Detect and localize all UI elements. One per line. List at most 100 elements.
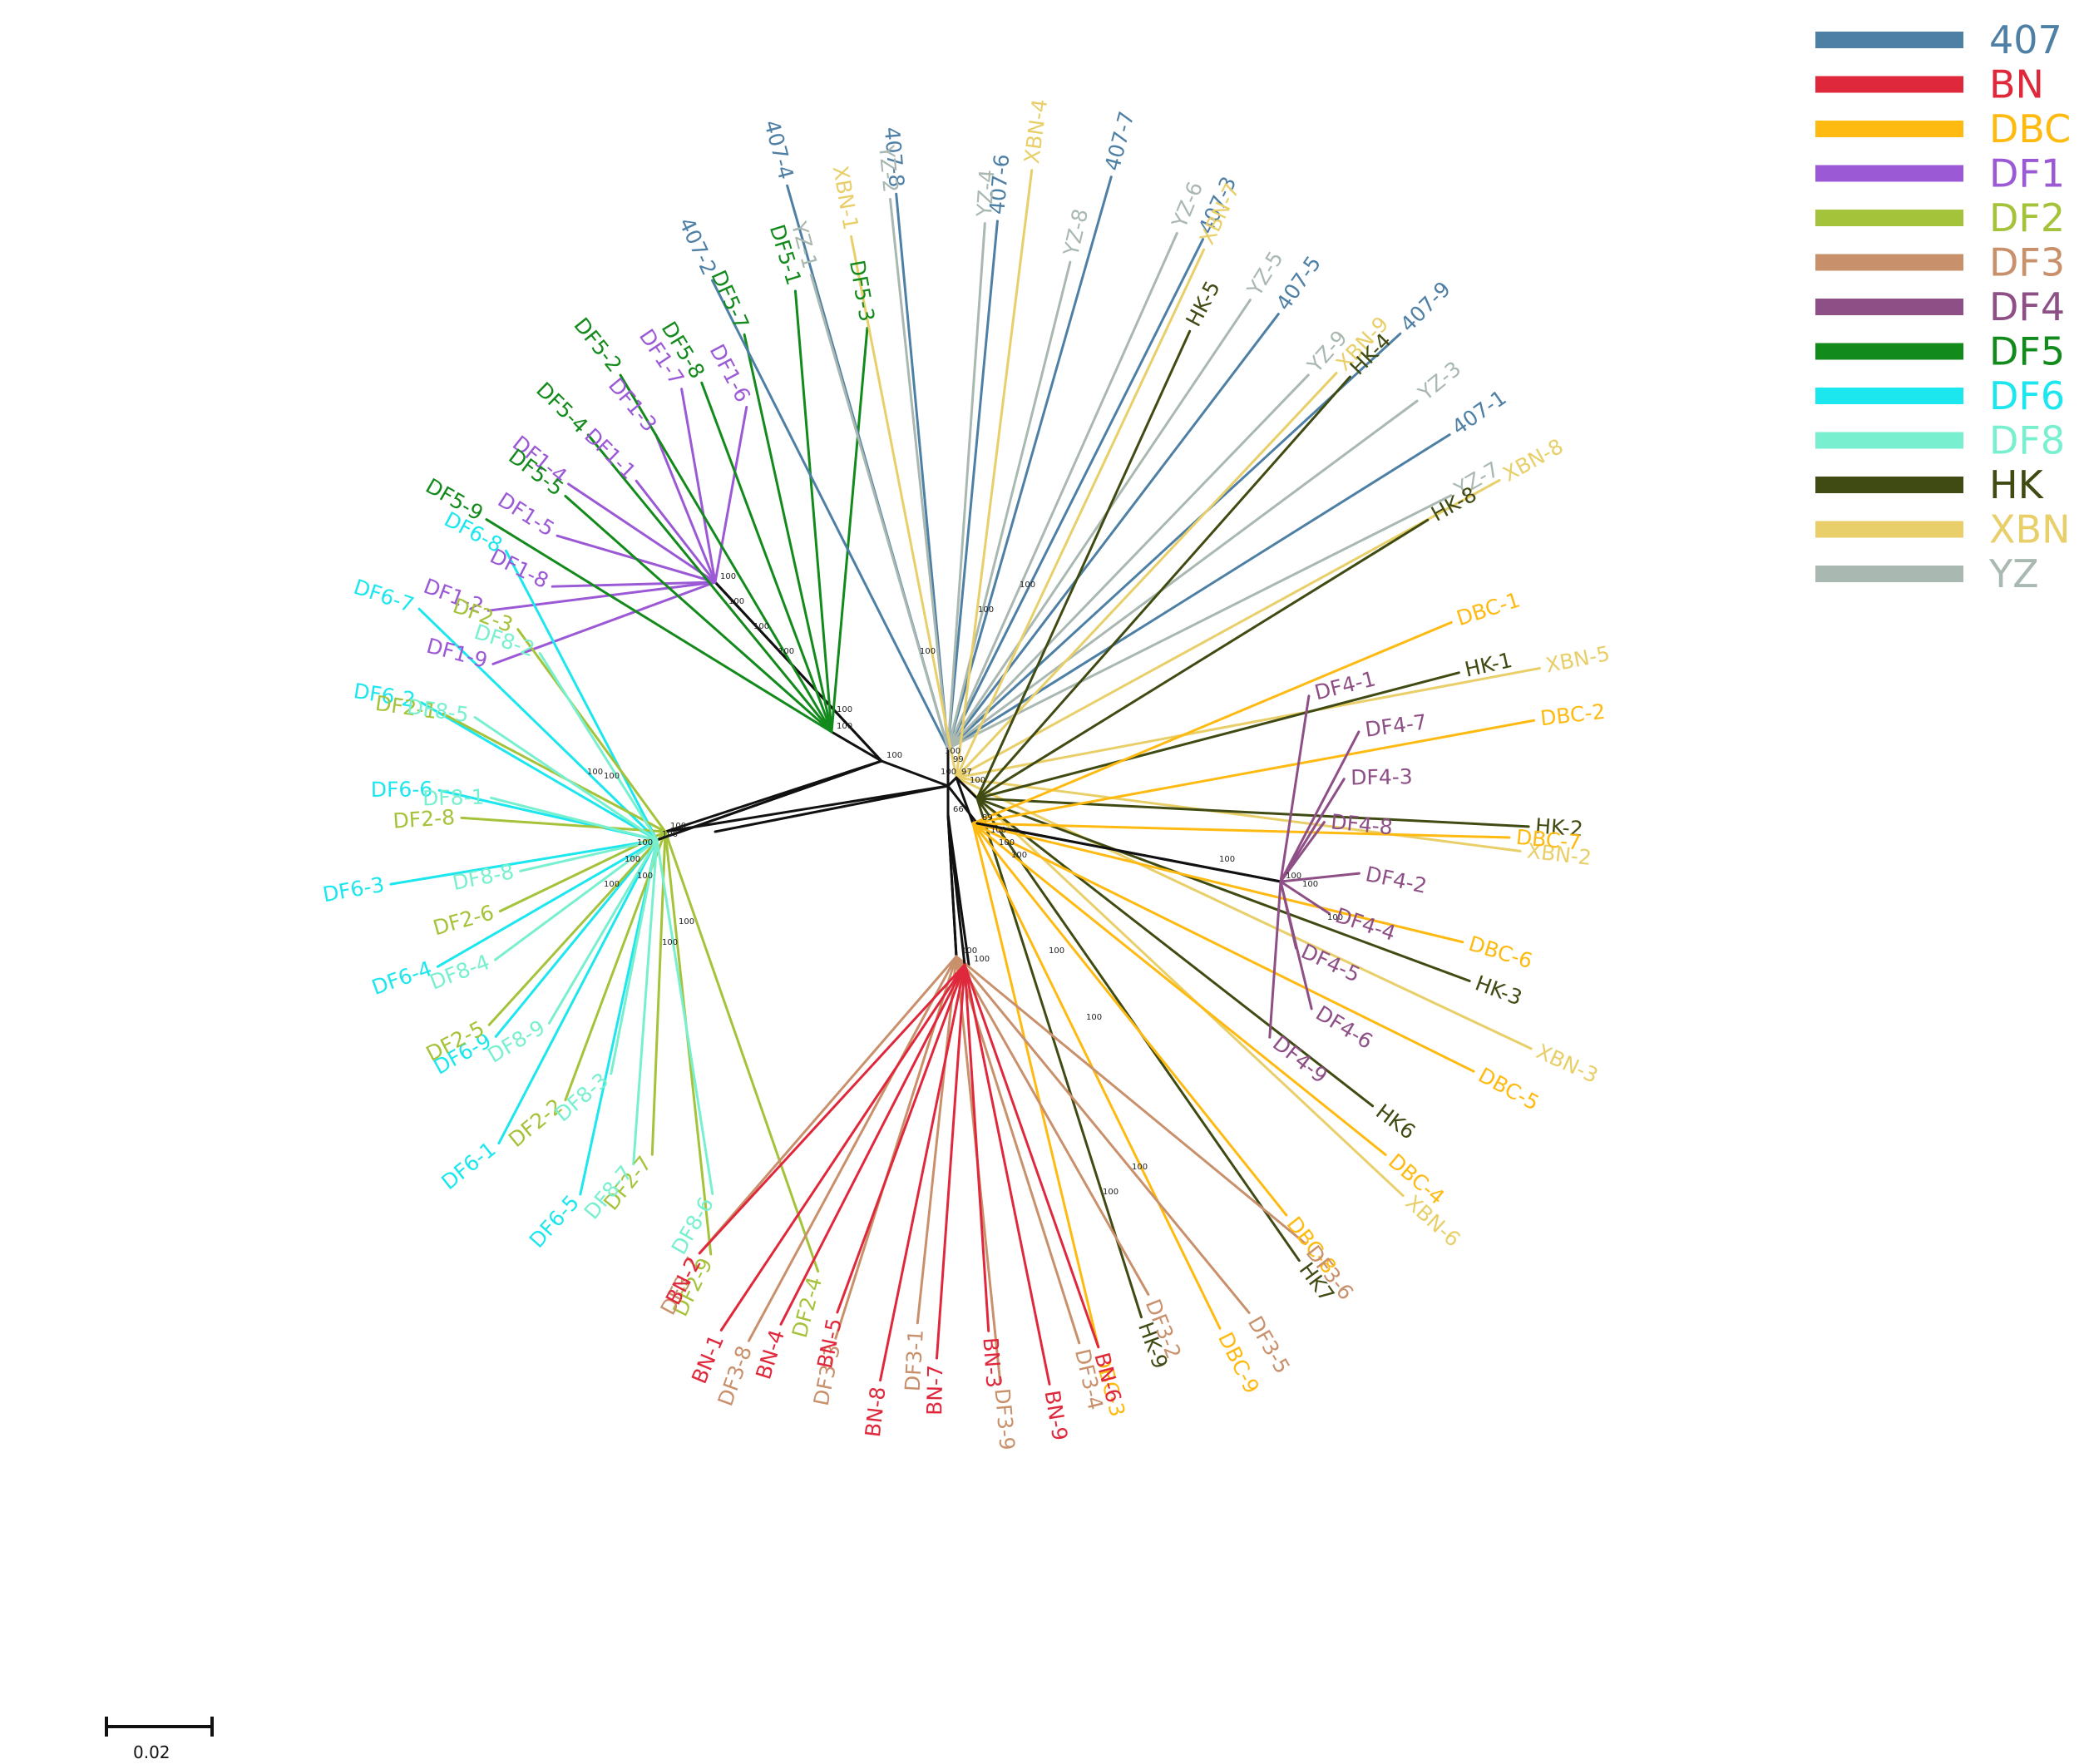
leaf-branch-DF3-8 <box>747 955 958 1342</box>
cluster-stem-branch <box>830 730 883 763</box>
leaf-branch-DF3-6 <box>955 955 1307 1245</box>
leaf-branch-DF5-1 <box>793 289 833 734</box>
leaf-branch-XBN-5 <box>955 666 1541 779</box>
leaf-branch-YZ-2 <box>889 197 950 750</box>
leaf-branch-BN-7 <box>935 963 966 1360</box>
leaf-branch-DBC-2 <box>971 719 1536 825</box>
backbone-branch <box>880 759 950 788</box>
leaf-label-BN-3: BN-3 <box>978 1337 1005 1389</box>
leaf-label-DF5-2: DF5-2 <box>569 314 626 377</box>
leaf-label-DF5-4: DF5-4 <box>531 378 593 438</box>
legend-swatch-DBC <box>1815 121 1963 137</box>
legend-swatch-YZ <box>1815 566 1963 582</box>
leaf-branch-407-3 <box>946 238 1205 750</box>
leaf-branch-DF8-2 <box>538 652 659 842</box>
bootstrap-value: 100 <box>662 938 678 947</box>
leaf-label-BN-4: BN-4 <box>751 1327 789 1382</box>
leaf-branch-DF4-9 <box>1268 880 1282 1039</box>
leaf-branch-DF2-3 <box>516 628 667 833</box>
leaf-branch-DF2-5 <box>487 830 667 1026</box>
bootstrap-labels: 100 9997896610010010010010010010010010010… <box>587 572 1343 1197</box>
leaf-branch-BN-3 <box>963 963 990 1332</box>
leaf-label-XBN-5: XBN-5 <box>1543 641 1612 678</box>
leaf-label-DF2-6: DF2-6 <box>431 900 497 940</box>
legend-label-DF3: DF3 <box>1989 240 2065 285</box>
leaf-branch-DF4-4 <box>1279 880 1331 915</box>
leaf-branch-XBN-7 <box>955 248 1206 779</box>
bootstrap-value: 100 <box>637 838 653 847</box>
leaf-branch-YZ-6 <box>946 231 1178 750</box>
bootstrap-value: 100 <box>837 722 852 731</box>
legend-label-DBC: DBC <box>1989 106 2071 151</box>
leaf-label-DF8-8: DF8-8 <box>451 859 516 895</box>
bootstrap-value: 100 <box>587 768 603 777</box>
leaf-branch-DBC-1 <box>971 620 1453 825</box>
leaf-label-DF6-5: DF6-5 <box>525 1190 584 1253</box>
leaf-branch-HK-1 <box>975 671 1460 800</box>
bootstrap-value: 100 <box>604 880 620 889</box>
leaf-branch-407-6 <box>946 220 999 750</box>
legend-swatch-407 <box>1815 32 1963 48</box>
leaf-branch-DF1-8 <box>551 581 717 588</box>
legend-swatch-HK <box>1815 477 1963 493</box>
legend-label-BN: BN <box>1989 62 2044 107</box>
leaf-branch-DBC-7 <box>971 822 1511 839</box>
bootstrap-value: 100 <box>679 917 694 926</box>
bootstrap-value: 100 <box>970 776 985 785</box>
leaf-label-DF8-5: DF8-5 <box>406 694 471 727</box>
leaf-branch-DF1-1 <box>635 479 717 584</box>
leaf-branch-DF2-1 <box>442 712 667 833</box>
bootstrap-value: 100 <box>670 822 686 831</box>
leaf-label-DF8-1: DF8-1 <box>422 785 485 811</box>
legend-swatch-DF2 <box>1815 210 1963 226</box>
bootstrap-value: 100 <box>1020 581 1035 590</box>
bootstrap-value: 100 <box>1302 880 1318 889</box>
leaf-label-HK6: HK6 <box>1371 1099 1420 1144</box>
cluster-stem-branch <box>946 813 966 966</box>
cluster-stem-branch <box>975 822 1282 883</box>
bootstrap-value: 100 <box>837 705 852 714</box>
bootstrap-value: 97 <box>961 768 972 777</box>
leaf-branch-DBC-4 <box>971 822 1387 1157</box>
bootstrap-value: 100 <box>1086 1013 1102 1022</box>
leaf-label-DF3-9: DF3-9 <box>990 1387 1019 1451</box>
bootstrap-value: 100 <box>662 830 678 839</box>
legend-swatch-DF4 <box>1815 299 1963 315</box>
leaf-branch-XBN-1 <box>850 235 958 779</box>
bootstrap-value: 100 <box>1049 946 1064 956</box>
legend-label-DF6: DF6 <box>1989 373 2065 418</box>
leaf-label-DF8-3: DF8-3 <box>551 1068 613 1126</box>
leaf-branch-DF5-9 <box>485 518 833 734</box>
leaf-label-DF1-3: DF1-3 <box>604 373 662 437</box>
bootstrap-value: 100 <box>604 772 620 781</box>
leaf-branch-DF5-3 <box>830 326 869 734</box>
leaf-label-DBC-5: DBC-5 <box>1474 1063 1543 1115</box>
bootstrap-value: 100 <box>999 838 1015 847</box>
leaf-branch-DF1-7 <box>680 388 717 584</box>
leaf-label-407-9: 407-9 <box>1395 277 1455 337</box>
legend-label-DF4: DF4 <box>1989 284 2065 329</box>
leaf-label-YZ-3: YZ-3 <box>1413 357 1465 406</box>
leaf-branch-BN-6 <box>963 963 1100 1349</box>
backbone-branch <box>946 784 979 825</box>
bootstrap-value: 100 <box>1103 1188 1119 1197</box>
legend-swatch-BN <box>1815 76 1963 93</box>
leaf-label-DF4-7: DF4-7 <box>1364 709 1429 741</box>
leaf-branch-XBN-6 <box>955 776 1405 1198</box>
legend-label-HK: HK <box>1989 462 2045 507</box>
legend-swatch-DF5 <box>1815 343 1963 360</box>
leaf-label-DBC-1: DBC-1 <box>1454 587 1523 630</box>
leaf-branch-DF8-8 <box>519 838 659 872</box>
leaf-branch-DF2-8 <box>460 816 667 833</box>
bootstrap-value: 100 <box>1286 872 1301 881</box>
leaf-branch-BN-4 <box>779 963 966 1326</box>
leaf-branch-DBC-9 <box>971 822 1222 1330</box>
leaf-branch-DF5-2 <box>619 373 833 734</box>
leaf-label-DF4-8: DF4-8 <box>1330 809 1394 839</box>
bootstrap-value: 100 <box>753 622 769 631</box>
leaf-branch-BN-1 <box>719 963 966 1332</box>
leaf-branch-DF3-5 <box>955 955 1251 1314</box>
leaf-label-XBN-8: XBN-8 <box>1499 434 1567 487</box>
legend-label-DF8: DF8 <box>1989 418 2065 463</box>
